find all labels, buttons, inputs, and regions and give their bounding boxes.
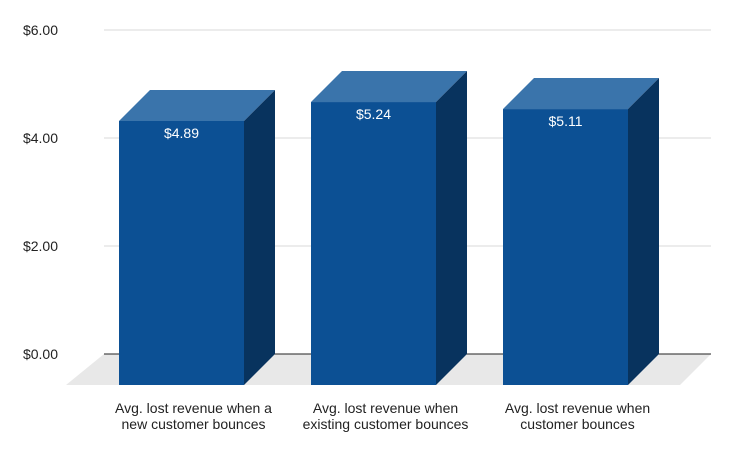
- x-category-label-line: customer bounces: [520, 416, 634, 432]
- bar-top-face: [503, 78, 659, 110]
- bar-side-face: [244, 89, 275, 385]
- y-tick-label: $4.00: [23, 130, 58, 146]
- x-category-label-line: Avg. lost revenue when a: [115, 400, 272, 416]
- data-label: $4.89: [164, 125, 199, 141]
- bar-side-face: [628, 78, 659, 385]
- x-axis-category-labels: Avg. lost revenue when a new customer bou…: [115, 400, 650, 432]
- bar-side-face: [436, 71, 467, 385]
- bar: [503, 78, 659, 385]
- x-category-label: Avg. lost revenue when existing customer …: [303, 400, 469, 432]
- bar-front-face: [311, 102, 436, 385]
- x-category-label-line: Avg. lost revenue when: [505, 400, 650, 416]
- x-category-label: Avg. lost revenue when a new customer bou…: [115, 400, 272, 432]
- y-tick-label: $2.00: [23, 238, 58, 254]
- bar: [311, 71, 467, 385]
- bar-front-face: [119, 120, 244, 385]
- y-axis-tick-labels: $0.00 $2.00 $4.00 $6.00: [23, 22, 58, 362]
- y-tick-label: $6.00: [23, 22, 58, 38]
- x-category-label: Avg. lost revenue when customer bounces: [505, 400, 650, 432]
- x-category-label-line: existing customer bounces: [303, 416, 469, 432]
- x-category-label-line: Avg. lost revenue when: [313, 400, 458, 416]
- y-tick-label: $0.00: [23, 346, 58, 362]
- bar: [119, 89, 275, 385]
- bar-top-face: [311, 71, 467, 103]
- data-labels: $4.89 $5.24 $5.11: [164, 106, 583, 141]
- bar-top-face: [119, 89, 275, 121]
- data-label: $5.24: [356, 106, 391, 122]
- bar-front-face: [503, 109, 628, 385]
- x-category-label-line: new customer bounces: [122, 416, 266, 432]
- data-label: $5.11: [549, 113, 583, 129]
- bars: [119, 71, 659, 385]
